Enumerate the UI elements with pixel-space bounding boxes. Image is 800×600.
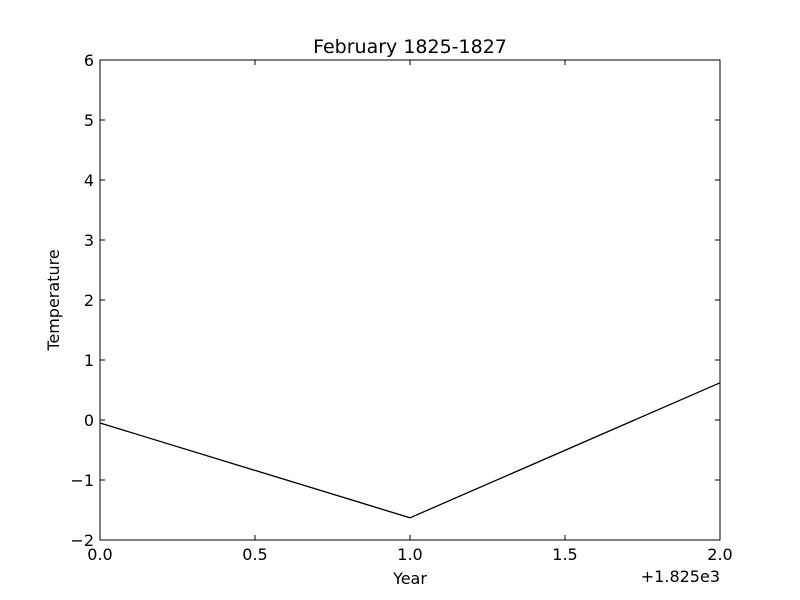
x-tick-label: 0.0 [87, 545, 112, 564]
x-tick-label: 1.5 [552, 545, 577, 564]
chart-title: February 1825-1827 [313, 36, 507, 58]
y-tick-label: 2 [84, 291, 94, 310]
x-axis-label: Year [392, 569, 427, 588]
y-tick-label: 6 [84, 51, 94, 70]
tick-marks [99, 59, 721, 541]
y-tick-label: 0 [84, 411, 94, 430]
y-tick-label: 4 [84, 171, 94, 190]
series-line [99, 382, 721, 519]
y-tick-label: −1 [70, 471, 94, 490]
y-tick-label: 1 [84, 351, 94, 370]
y-axis-label: Temperature [44, 249, 63, 351]
x-tick-label: 1.0 [397, 545, 422, 564]
y-tick-labels: −2 −1 0 1 2 3 4 5 6 [70, 51, 94, 550]
x-tick-label: 0.5 [242, 545, 267, 564]
y-tick-label: −2 [70, 531, 94, 550]
x-axis-offset-label: +1.825e3 [641, 567, 720, 586]
series-group [99, 382, 721, 519]
x-tick-label: 2.0 [707, 545, 732, 564]
plot-area [99, 59, 721, 541]
y-tick-label: 3 [84, 231, 94, 250]
x-tick-labels: 0.0 0.5 1.0 1.5 2.0 [87, 545, 732, 564]
y-tick-label: 5 [84, 111, 94, 130]
